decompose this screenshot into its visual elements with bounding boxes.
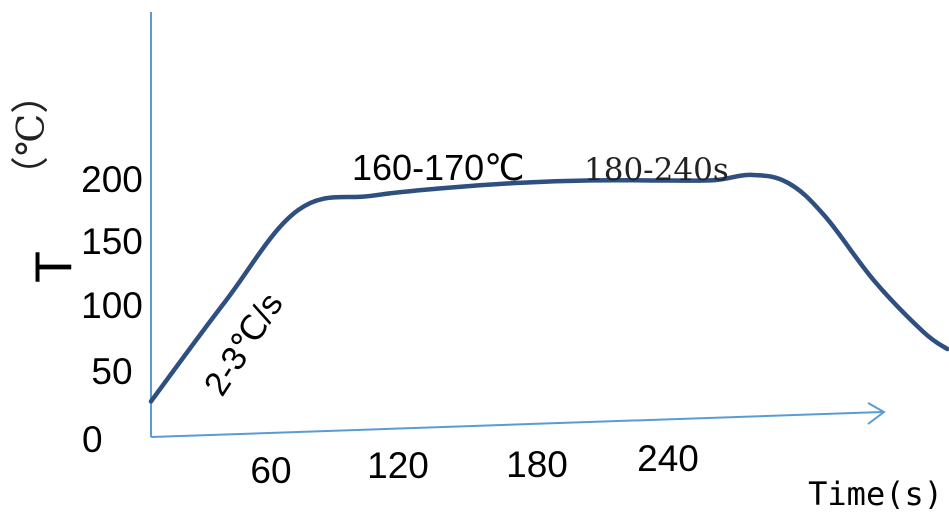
x-tick-labels: 60 120 180 240 <box>250 438 698 491</box>
y-tick-label: 50 <box>91 351 132 392</box>
x-tick-label: 240 <box>637 438 699 479</box>
temperature-curve <box>148 172 949 404</box>
x-axis-label: Time(s) <box>808 475 943 513</box>
x-axis-arrowhead <box>867 402 886 425</box>
plateau-temperature-annotation: 160-170℃ <box>352 147 525 188</box>
y-axis-label: T <box>26 251 84 283</box>
ramp-rate-annotation: 2-3℃/s <box>197 286 291 402</box>
y-axis-unit-label: （℃） <box>9 76 53 195</box>
x-tick-label: 60 <box>250 450 291 491</box>
x-tick-label: 120 <box>367 445 429 486</box>
axes <box>150 12 886 438</box>
y-tick-labels: 0 50 100 150 200 <box>81 159 143 460</box>
y-tick-label: 150 <box>81 221 143 262</box>
x-tick-label: 180 <box>506 444 568 485</box>
plateau-time-annotation: 180-240s <box>584 152 729 188</box>
x-axis-line <box>150 411 883 438</box>
y-tick-label: 200 <box>81 159 143 200</box>
y-tick-label: 100 <box>81 285 143 326</box>
y-tick-label: 0 <box>82 419 103 460</box>
